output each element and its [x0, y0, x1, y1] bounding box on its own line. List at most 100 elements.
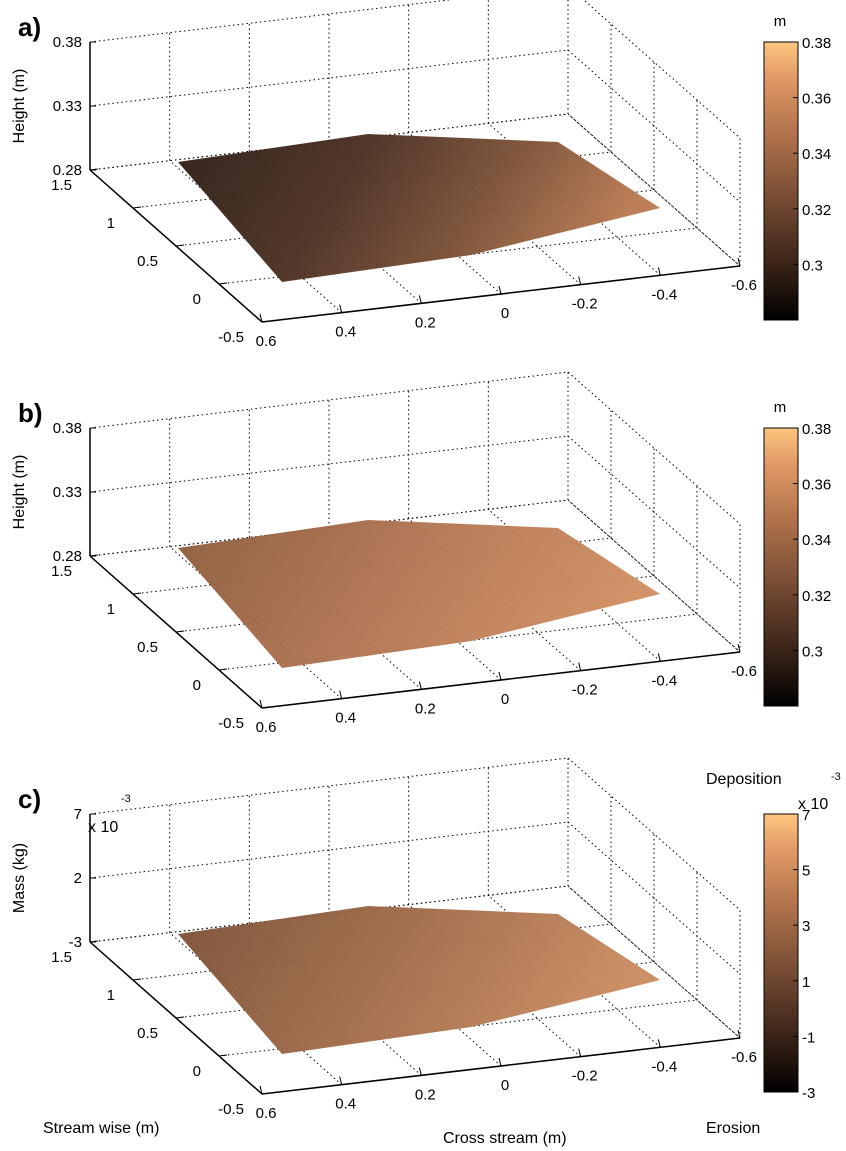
chart-panel-1: 0.6 0.4 0.2 0 -0.2 -0.4 -0.6 -0.5 0 0.5 1 1.50.28 0.…	[11, 371, 831, 736]
z-tick-label: -3	[69, 934, 82, 951]
x-tick-label: -0.6	[731, 663, 757, 680]
z-tick-label: 0.33	[53, 98, 82, 115]
x-tick-label: 0	[501, 305, 509, 322]
y-tick-label: 0	[193, 677, 201, 694]
y-tick-label: -0.5	[218, 715, 244, 732]
surface	[178, 134, 660, 282]
grid-line	[218, 227, 698, 285]
x-tick	[259, 313, 263, 323]
surface	[178, 906, 660, 1054]
y-tick-label: 1.5	[51, 177, 72, 194]
x-tick	[657, 1039, 661, 1048]
y-tick-label: 1.5	[51, 563, 72, 580]
x-tick-label: 0.4	[335, 710, 356, 727]
colorbar-unit: m	[774, 399, 787, 416]
y-tick-label: 0.5	[137, 1025, 158, 1042]
colorbar	[763, 427, 799, 707]
z-exponent-power: -3	[121, 793, 131, 805]
y-tick	[261, 706, 271, 709]
x-tick-label: 0.6	[256, 719, 277, 736]
x-tick-label: -0.6	[731, 277, 757, 294]
z-tick-label: 0.28	[53, 548, 82, 565]
z-tick-label: 2	[74, 870, 82, 887]
y-tick-label: 0	[193, 1063, 201, 1080]
colorbar-tick-label: 5	[802, 863, 810, 880]
grid-line	[89, 371, 741, 525]
x-tick	[339, 1076, 343, 1085]
x-tick	[498, 671, 502, 681]
x-tick	[578, 1048, 582, 1057]
colorbar-tick-label: 0.36	[802, 477, 831, 494]
colorbar-tick-label: 3	[802, 918, 810, 935]
colorbar-tick-label: 0.38	[802, 35, 831, 52]
x-tick	[418, 681, 422, 690]
y-tick	[175, 1016, 185, 1019]
y-tick-label: 1	[107, 987, 115, 1004]
x-tick	[578, 662, 582, 671]
y-tick	[218, 668, 228, 671]
x-tick	[498, 1057, 502, 1067]
colorbar-unit: m	[774, 13, 787, 30]
x-tick-label: -0.2	[572, 682, 598, 699]
colorbar-tick-label: 0.34	[802, 146, 831, 163]
grid-line	[89, 757, 741, 911]
x-tick	[339, 304, 343, 313]
y-tick	[175, 244, 185, 247]
x-tick	[737, 257, 741, 267]
y-axis-label: Stream wise (m)	[43, 1120, 159, 1137]
x-tick-label: 0.6	[256, 1105, 277, 1122]
grid-line	[89, 0, 741, 139]
x-tick	[578, 276, 582, 285]
y-tick	[132, 592, 142, 595]
z-exponent: x 10	[88, 819, 118, 836]
colorbar-tick-label: 0.34	[802, 532, 831, 549]
y-tick	[261, 320, 271, 323]
x-tick-label: -0.4	[651, 1058, 677, 1075]
x-tick	[418, 295, 422, 304]
y-tick-label: 1.5	[51, 949, 72, 966]
x-tick-label: -0.6	[731, 1049, 757, 1066]
z-tick-label: 0.28	[53, 162, 82, 179]
x-tick	[339, 690, 343, 699]
z-axis-label: Mass (kg)	[11, 843, 28, 913]
y-tick-label: -0.5	[218, 329, 244, 346]
x-tick-label: 0.2	[415, 314, 436, 331]
x-tick	[737, 1029, 741, 1039]
chart-panel-0: 0.6 0.4 0.2 0 -0.2 -0.4 -0.6 -0.5 0 0.5 1 1.50.28 0.…	[11, 0, 831, 350]
x-tick-label: 0.4	[335, 1096, 356, 1113]
z-tick-label: 7	[74, 806, 82, 823]
x-tick	[259, 699, 263, 709]
y-tick	[175, 630, 185, 633]
y-tick	[218, 282, 228, 285]
x-tick	[657, 653, 661, 662]
grid-line	[218, 613, 698, 671]
colorbar-tick-label: -3	[802, 1085, 815, 1102]
colorbar-top-label: Deposition	[706, 771, 782, 788]
colorbar-exponent-power: -3	[831, 771, 841, 783]
x-tick-label: 0.6	[256, 333, 277, 350]
y-tick	[218, 1054, 228, 1057]
panel-letter: c)	[18, 784, 41, 814]
x-tick	[657, 267, 661, 276]
colorbar-tick-label: 1	[802, 974, 810, 991]
z-axis-label: Height (m)	[11, 69, 28, 144]
colorbar-tick-label: 0.38	[802, 421, 831, 438]
colorbar-exponent: x 10	[798, 796, 828, 813]
colorbar	[763, 41, 799, 321]
surface	[178, 520, 660, 668]
x-tick	[259, 1085, 263, 1095]
panel-letter: a)	[18, 12, 41, 42]
panel-letter: b)	[18, 398, 43, 428]
x-tick	[498, 285, 502, 295]
colorbar-tick-label: 0.32	[802, 588, 831, 605]
z-tick-label: 0.38	[53, 420, 82, 437]
x-tick-label: 0	[501, 691, 509, 708]
y-tick	[132, 978, 142, 981]
colorbar-tick-label: 0.36	[802, 91, 831, 108]
x-tick	[737, 643, 741, 653]
colorbar	[763, 813, 799, 1093]
z-tick-label: 0.38	[53, 34, 82, 51]
y-tick	[261, 1092, 271, 1095]
x-tick-label: 0.2	[415, 1086, 436, 1103]
